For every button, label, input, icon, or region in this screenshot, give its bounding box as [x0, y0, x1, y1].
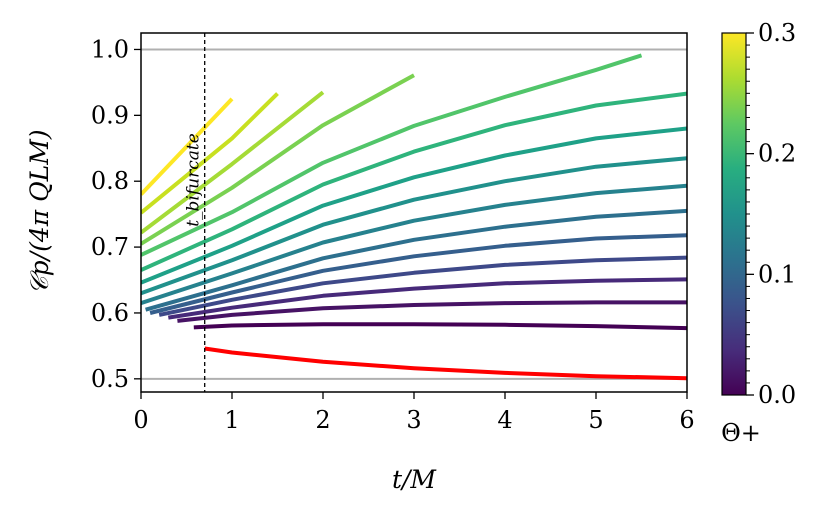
y-axis: 0.5 0.6 0.7 0.8 0.9 1.0 [91, 35, 141, 393]
x-tick-label: 6 [679, 406, 694, 434]
colorbar-tick-label: 0.2 [758, 140, 796, 168]
colorbar-tick-label: 0.3 [758, 19, 796, 47]
series-line [141, 92, 279, 215]
bifurcation-layer: t_bifurcate [184, 33, 206, 392]
series-line [149, 233, 687, 315]
y-axis-label: 𝒞p/(4π QLM) [25, 129, 54, 294]
y-tick-label: 0.7 [91, 233, 129, 261]
series-line [141, 126, 687, 285]
x-tick-label: 2 [315, 406, 330, 434]
x-tick-label: 5 [588, 406, 603, 434]
series-line [141, 183, 687, 306]
bifurcation-label: t_bifurcate [184, 133, 204, 227]
colorbar-tick-label: 0.1 [758, 260, 796, 288]
y-tick-label: 0.8 [91, 167, 129, 195]
series-line [177, 300, 687, 323]
y-tick-label: 0.9 [91, 101, 129, 129]
series-line [167, 277, 687, 320]
series-layer [141, 53, 687, 381]
y-tick-label: 0.5 [91, 365, 129, 393]
x-tick-label: 4 [497, 406, 512, 434]
series-line [141, 53, 643, 257]
series-line [204, 346, 687, 381]
series-line [141, 156, 687, 296]
colorbar-tick-label: 0.0 [758, 381, 796, 409]
x-axis-label: t/M [392, 465, 437, 494]
plot-frame [140, 32, 688, 393]
series-line [145, 208, 687, 312]
series-line [141, 73, 415, 246]
colorbar-label: Θ+ [721, 419, 761, 447]
series-line [141, 90, 325, 235]
series-line [158, 255, 687, 317]
colorbar-axis: 0.0 0.1 0.2 0.3 [746, 19, 796, 409]
colorbar [721, 32, 747, 396]
reference-lines [141, 48, 687, 380]
x-tick-label: 0 [133, 406, 148, 434]
y-tick-label: 0.6 [91, 299, 129, 327]
x-axis: 0 1 2 3 4 5 6 [133, 392, 695, 434]
x-tick-label: 3 [406, 406, 421, 434]
series-line [141, 91, 687, 272]
series-line [193, 322, 687, 331]
series-line [141, 97, 234, 196]
y-tick-label: 1.0 [91, 35, 129, 63]
x-tick-label: 1 [224, 406, 239, 434]
